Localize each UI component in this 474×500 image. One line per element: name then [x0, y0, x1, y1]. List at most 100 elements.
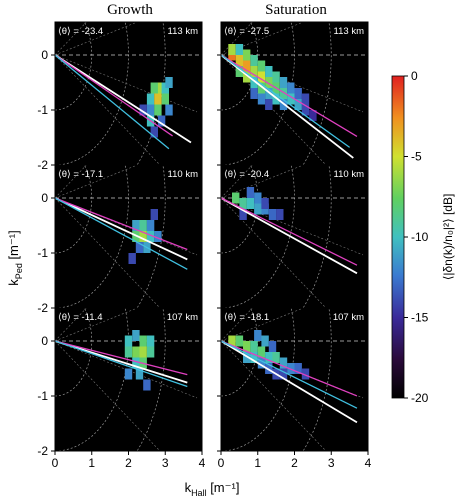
ref-ray	[55, 165, 139, 199]
col-title-saturation: Saturation	[265, 2, 327, 18]
heatmap-cell	[287, 82, 295, 94]
heatmap-cell	[146, 220, 155, 231]
heatmap-cell	[265, 66, 273, 77]
panel-background	[221, 308, 368, 451]
heatmap-cell	[254, 192, 262, 204]
ref-ray	[55, 54, 161, 165]
panel-saturation-113km: ⟨θ⟩ = -27.5 113 km	[217, 21, 369, 169]
heatmap-cell	[139, 104, 147, 116]
x-tick-label: 0	[218, 456, 225, 470]
heatmap-cell	[301, 368, 310, 380]
heatmap-cell	[257, 346, 266, 358]
colorbar-tick-label: -5	[411, 150, 422, 164]
heatmap-cell	[239, 198, 247, 209]
panel-content	[55, 308, 202, 451]
heatmap-cell	[228, 335, 236, 347]
ref-ray	[221, 165, 305, 199]
heatmap-cell	[265, 352, 273, 363]
heatmap-cell	[257, 93, 266, 105]
heatmap-cell	[235, 335, 244, 347]
heatmap-cell	[165, 77, 173, 88]
heatmap-cell	[265, 88, 273, 99]
heatmap-cell	[135, 368, 144, 380]
heatmap-cell	[301, 93, 310, 105]
heatmap-cell	[265, 77, 273, 88]
fit-line-magenta	[55, 54, 173, 137]
heatmap-cell	[139, 220, 147, 231]
heatmap-cell	[128, 253, 136, 264]
colorbar-tick-label: -10	[411, 230, 429, 244]
heatmap-cell	[154, 231, 162, 242]
fit-line-magenta	[221, 197, 358, 266]
heatmap-cell	[294, 88, 302, 99]
heatmap-cell	[309, 110, 317, 121]
x-tick-label: 3	[162, 456, 169, 470]
heatmap-cell	[265, 363, 273, 374]
colorbar-gradient	[391, 75, 405, 399]
panel-growth-107km: ⟨θ⟩ = -11.4 107 km 0 -1 -2 0 1 2 3 4	[37, 307, 206, 470]
fit-line-magenta	[55, 340, 188, 376]
panel-content	[221, 308, 368, 451]
heatmap-cell	[150, 209, 158, 220]
panels: ⟨θ⟩ = -23.4 113 km0-1-2⟨θ⟩ = -27.5 113 km⟨…	[37, 21, 372, 470]
heatmap-cell	[132, 330, 140, 341]
heatmap-cell	[139, 346, 147, 358]
heatmap-cell	[254, 203, 262, 215]
heatmap-cell	[235, 66, 244, 77]
ref-ray	[55, 308, 87, 342]
ref-ray	[55, 340, 161, 451]
y-tick-label: 0	[41, 191, 48, 205]
fit-line-white	[221, 197, 358, 275]
y-tick-label: -1	[37, 246, 48, 260]
heatmap-cell	[235, 55, 244, 66]
heatmap-cell	[287, 93, 295, 105]
heatmap-cell	[139, 231, 147, 242]
panel-content	[55, 165, 202, 308]
ref-ray	[221, 22, 305, 56]
ref-ray	[221, 308, 305, 342]
heatmap-cell	[132, 357, 140, 369]
fit-line-magenta	[55, 197, 188, 251]
heatmap-cell	[246, 198, 255, 209]
fit-line-cyan	[221, 54, 351, 148]
fit-line-white	[221, 54, 354, 159]
colorbar-tick-label: -20	[411, 391, 429, 405]
panel-background	[55, 165, 202, 308]
heatmap-cell	[261, 198, 269, 209]
y-tick-label: -2	[37, 301, 48, 315]
heatmap-cell	[272, 71, 280, 83]
heatmap-cell	[246, 187, 255, 198]
heatmap-cell	[250, 341, 258, 352]
ref-ray	[55, 22, 87, 56]
heatmap-cell	[154, 93, 162, 105]
heatmap-cell	[287, 363, 295, 374]
y-tick-label: 0	[41, 334, 48, 348]
panel-background	[221, 165, 368, 308]
x-axis-label: kHall [m⁻¹]	[185, 480, 240, 498]
heatmap-cell	[279, 77, 288, 88]
fit-line-magenta	[221, 340, 358, 397]
colorbar: 0 -5 -10 -15 -20 ⟨|δn(k)/n₀|²⟩ [dB]	[391, 69, 455, 405]
heatmap-cell	[132, 220, 140, 231]
heatmap-cell	[250, 77, 258, 88]
heatmap-cell	[294, 99, 302, 110]
fit-line-white	[221, 340, 358, 424]
heatmap-cell	[124, 368, 133, 380]
theta-annotation: ⟨θ⟩ = -27.5	[224, 26, 269, 37]
altitude-annotation: 113 km	[168, 26, 199, 37]
ref-ray	[55, 54, 198, 113]
heatmap-cell	[250, 88, 258, 99]
y-tick-label: -1	[37, 389, 48, 403]
y-axis-label: kPed [m⁻¹]	[6, 230, 24, 285]
heatmap-cell	[132, 346, 140, 358]
fit-line-cyan	[221, 340, 358, 409]
heatmap-cell	[135, 242, 144, 253]
altitude-annotation: 110 km	[168, 169, 199, 180]
colorbar-label: ⟨|δn(k)/n₀|²⟩ [dB]	[441, 194, 455, 281]
heatmap-cell	[157, 82, 166, 94]
heatmap-cell	[279, 357, 288, 369]
heatmap-cell	[143, 379, 151, 391]
ref-ray	[221, 165, 253, 199]
heatmap-cell	[146, 335, 155, 347]
